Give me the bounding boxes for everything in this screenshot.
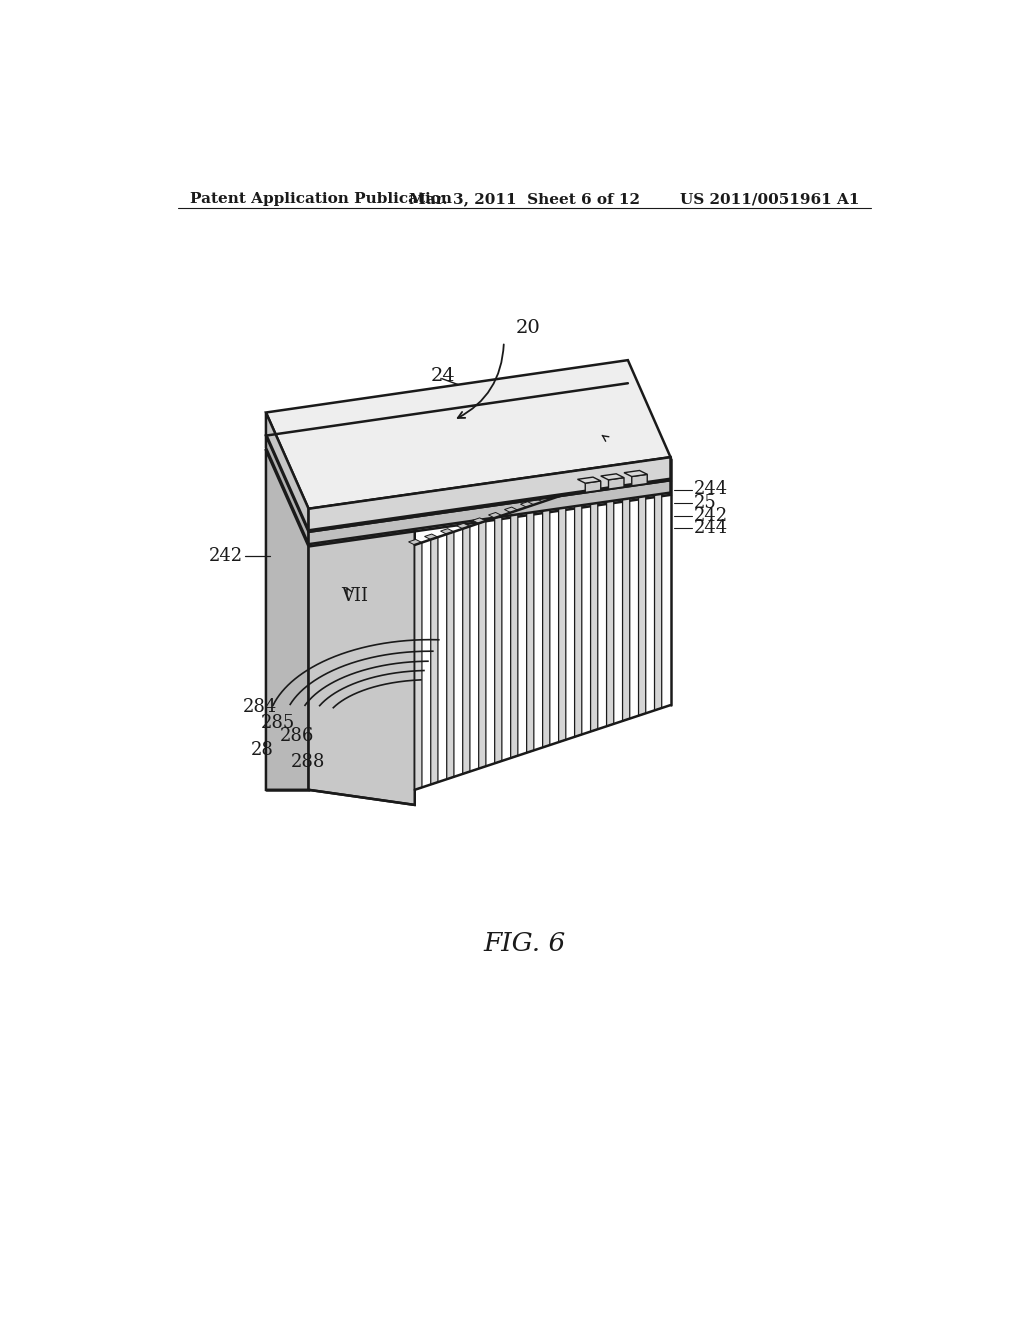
Text: VII: VII <box>608 430 636 449</box>
Polygon shape <box>505 507 518 512</box>
Polygon shape <box>520 502 534 507</box>
Text: 284: 284 <box>243 698 276 715</box>
Polygon shape <box>574 488 582 737</box>
Polygon shape <box>648 458 662 465</box>
Polygon shape <box>552 491 566 496</box>
Polygon shape <box>586 480 601 492</box>
Polygon shape <box>446 532 454 779</box>
Text: FIG. 6: FIG. 6 <box>483 932 566 956</box>
Polygon shape <box>601 474 624 480</box>
Polygon shape <box>633 463 646 470</box>
Polygon shape <box>654 462 662 710</box>
Polygon shape <box>488 512 502 517</box>
Polygon shape <box>591 483 598 731</box>
Polygon shape <box>537 496 550 502</box>
Polygon shape <box>409 540 422 545</box>
Polygon shape <box>266 412 308 531</box>
Polygon shape <box>415 543 422 789</box>
Polygon shape <box>425 535 438 540</box>
Polygon shape <box>495 516 502 763</box>
Polygon shape <box>568 486 582 491</box>
Polygon shape <box>308 457 671 531</box>
Polygon shape <box>431 537 438 784</box>
Polygon shape <box>606 478 613 726</box>
Text: 28: 28 <box>251 741 273 759</box>
Polygon shape <box>616 470 630 475</box>
Polygon shape <box>440 528 454 535</box>
Polygon shape <box>600 475 613 480</box>
Text: 286: 286 <box>280 727 314 744</box>
Text: Patent Application Publication: Patent Application Publication <box>190 193 452 206</box>
Text: US 2011/0051961 A1: US 2011/0051961 A1 <box>680 193 859 206</box>
Text: 285: 285 <box>261 714 296 731</box>
Text: 244: 244 <box>693 519 728 537</box>
Polygon shape <box>526 504 534 752</box>
Text: 242: 242 <box>693 507 728 524</box>
Polygon shape <box>578 477 601 483</box>
Polygon shape <box>266 397 671 546</box>
Polygon shape <box>463 527 470 774</box>
Polygon shape <box>623 473 630 721</box>
Polygon shape <box>639 467 646 715</box>
Polygon shape <box>308 532 415 805</box>
Text: 20: 20 <box>515 319 541 337</box>
Polygon shape <box>608 478 624 490</box>
Polygon shape <box>632 474 647 486</box>
Text: Mar. 3, 2011  Sheet 6 of 12: Mar. 3, 2011 Sheet 6 of 12 <box>410 193 640 206</box>
Polygon shape <box>308 480 671 544</box>
Polygon shape <box>543 499 550 747</box>
Text: 288: 288 <box>291 754 326 771</box>
Polygon shape <box>266 436 308 544</box>
Polygon shape <box>266 450 308 789</box>
Polygon shape <box>266 383 671 532</box>
Text: VII: VII <box>341 587 368 605</box>
Polygon shape <box>266 360 671 508</box>
Text: 25: 25 <box>693 495 717 512</box>
Polygon shape <box>478 521 485 768</box>
Polygon shape <box>472 517 485 524</box>
Text: 242: 242 <box>209 548 243 565</box>
Polygon shape <box>585 480 598 486</box>
Polygon shape <box>559 494 566 742</box>
Polygon shape <box>511 510 518 758</box>
Text: 24: 24 <box>430 367 455 385</box>
Polygon shape <box>624 470 647 477</box>
Text: 244: 244 <box>693 480 728 499</box>
Polygon shape <box>457 523 470 529</box>
